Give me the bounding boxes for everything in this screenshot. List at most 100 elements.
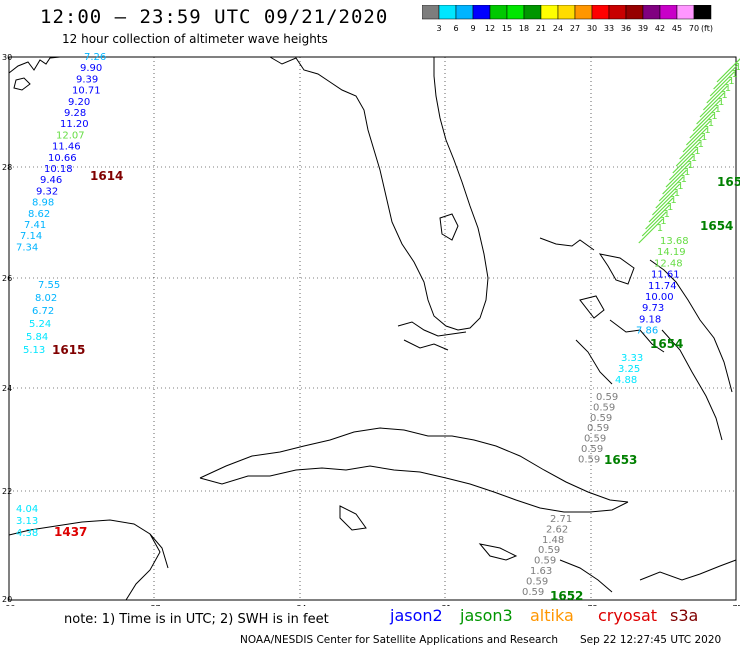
wave-height-value: 1.63 — [530, 566, 552, 577]
credit-text: NOAA/NESDIS Center for Satellite Applica… — [240, 634, 558, 646]
lat-lon-grid — [9, 57, 736, 600]
wave-height-value: 5.13 — [23, 345, 45, 356]
wave-height-value: 2.62 — [546, 524, 568, 535]
ne-track-stroke — [645, 204, 671, 230]
ne-track-value: 1 — [732, 69, 738, 80]
colorbar-label: 12 — [485, 24, 495, 33]
wave-height-value: 9.18 — [639, 314, 661, 325]
ne-track-value: 1 — [725, 83, 731, 94]
wave-height-map: 11111111111111111111111116551654 7.269.9… — [2, 52, 740, 606]
pass-1653: 0.590.590.590.590.590.590.59 1653 — [578, 392, 637, 467]
colorbar-label: 6 — [453, 24, 458, 33]
lon-tick-label: -81 — [438, 604, 451, 606]
wave-height-value: 9.39 — [76, 74, 98, 85]
pass-1654: 13.6814.1912.4811.6111.7410.009.739.187.… — [615, 236, 689, 386]
wave-height-value: 7.34 — [16, 242, 38, 253]
wave-height-value: 10.66 — [48, 153, 77, 164]
wave-height-value: 11.74 — [648, 281, 677, 292]
colorbar-label: 21 — [536, 24, 546, 33]
ne-track-stroke — [665, 162, 691, 188]
ne-track-value: 1 — [704, 125, 710, 136]
map-subtitle: 12 hour collection of altimeter wave hei… — [62, 32, 328, 46]
wave-height-value: 0.59 — [590, 413, 612, 424]
lat-tick-label: 20 — [2, 595, 12, 604]
colorbar-label: 24 — [553, 24, 563, 33]
wave-height-value: 12.48 — [654, 258, 683, 269]
ne-track-value: 1 — [657, 223, 663, 234]
wave-height-value: 0.59 — [538, 545, 560, 556]
wave-height-value: 1.48 — [542, 535, 564, 546]
ne-track-stroke — [692, 106, 718, 132]
satellite-altika: altika — [530, 606, 574, 625]
wave-height-value: 12.07 — [56, 130, 85, 141]
wave-height-value: 0.59 — [578, 454, 600, 465]
ne-track-value: 1 — [711, 111, 717, 122]
ne-track-stroke — [685, 120, 711, 146]
ne-track-stroke — [689, 113, 715, 139]
pass-1615: 7.55 8.02 6.72 5.24 5.84 5.13 1615 — [23, 280, 85, 357]
colorbar-bin — [693, 5, 712, 20]
pass-id-label: 1615 — [52, 343, 85, 357]
wave-height-value: 8.62 — [28, 209, 50, 220]
wave-height-value: 0.59 — [534, 556, 556, 567]
lat-tick-label: 26 — [2, 274, 12, 283]
altimeter-passes: 7.269.909.3910.719.209.2811.2012.0711.46… — [16, 52, 689, 603]
lon-tick-label: -87 — [147, 604, 160, 606]
wave-height-value: 0.59 — [587, 423, 609, 434]
ne-track-value: 1 — [708, 118, 714, 129]
pass-id-label: 1653 — [604, 453, 637, 467]
wave-height-value: 5.84 — [26, 332, 48, 343]
ne-track-stroke — [658, 176, 684, 202]
ne-track-stroke — [672, 148, 698, 174]
map-title: 12:00 – 23:59 UTC 09/21/2020 — [40, 6, 389, 28]
colorbar-label: 18 — [519, 24, 529, 33]
ne-track-stroke — [662, 169, 688, 195]
pass-id-label: 1655 — [717, 175, 740, 189]
colorbar-unit: (ft) — [701, 24, 713, 33]
ne-track-stroke — [648, 197, 674, 223]
colorbar-label: 9 — [470, 24, 475, 33]
wave-height-value: 9.20 — [68, 97, 90, 108]
ne-track-value: 1 — [684, 167, 690, 178]
ne-track-stroke — [668, 155, 694, 181]
credit-timestamp: Sep 22 12:27:45 UTC 2020 — [580, 634, 722, 646]
wave-height-value: 4.88 — [615, 375, 637, 386]
ne-track-stroke — [713, 64, 739, 90]
satellite-jason2: jason2 — [390, 606, 443, 625]
ne-track-value: 1 — [687, 160, 693, 171]
ne-track-value: 1 — [718, 97, 724, 108]
ne-track-value: 1 — [698, 139, 704, 150]
ne-track-value: 1 — [701, 132, 707, 143]
wave-height-value: 4.04 — [16, 504, 38, 515]
wave-height-value: 4.38 — [16, 528, 38, 539]
colorbar-label: 45 — [672, 24, 682, 33]
colorbar-label: 15 — [502, 24, 512, 33]
lon-tick-label: -75 — [729, 604, 740, 606]
lon-tick-label: -78 — [584, 604, 597, 606]
wave-height-value: 3.13 — [16, 516, 38, 527]
lat-tick-label: 24 — [2, 384, 12, 393]
ne-track-stroke — [638, 218, 664, 244]
ne-track-stroke — [706, 78, 732, 104]
ne-track-stroke — [679, 134, 705, 160]
ne-track-value: 1 — [667, 202, 673, 213]
wave-height-value: 13.68 — [660, 236, 689, 247]
pass-1652: 2.712.621.480.590.591.630.590.59 1652 — [522, 514, 583, 603]
wave-height-value: 10.18 — [44, 164, 73, 175]
colorbar-label: 70 — [689, 24, 699, 33]
wave-height-value: 7.55 — [38, 280, 60, 291]
wave-height-value: 0.59 — [593, 402, 615, 413]
pass-id-label: 1654 — [650, 337, 683, 351]
wave-height-value: 10.00 — [645, 292, 674, 303]
wave-height-value: 11.46 — [52, 142, 81, 153]
lat-tick-label: 28 — [2, 163, 12, 172]
wave-height-value: 11.61 — [651, 270, 680, 281]
ne-track-stroke — [682, 127, 708, 153]
ne-track-stroke — [699, 92, 725, 118]
wave-height-value: 6.72 — [32, 306, 54, 317]
pass-id-label: 1652 — [550, 589, 583, 603]
lon-tick-label: -84 — [293, 604, 306, 606]
ne-track-stroke — [696, 99, 722, 125]
wave-height-value: 0.59 — [596, 392, 618, 403]
ne-track-value: 1 — [735, 62, 740, 73]
